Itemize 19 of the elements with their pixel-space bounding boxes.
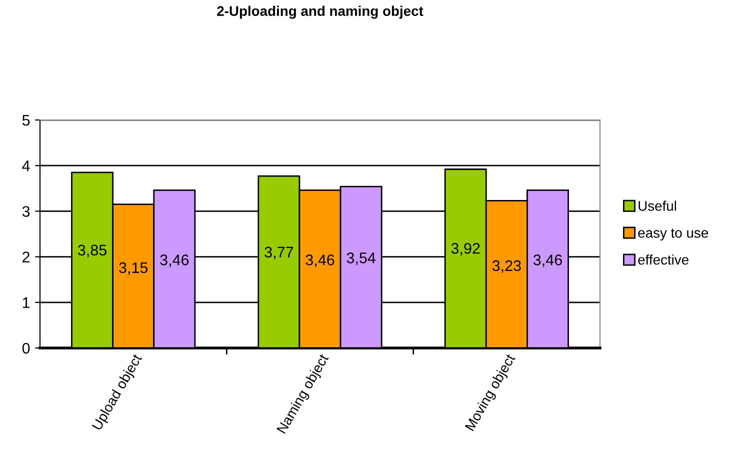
data-label: 3,77 <box>264 246 294 260</box>
legend-label: easy to use <box>638 228 708 241</box>
data-label: 3,46 <box>533 254 562 268</box>
data-label: 3,92 <box>451 242 480 256</box>
data-label: 3,23 <box>492 260 521 273</box>
data-label: 3,54 <box>346 252 376 266</box>
y-tick-label: 3 <box>22 206 30 217</box>
legend-label: effective <box>638 254 688 265</box>
y-tick-label: 4 <box>22 160 30 172</box>
data-label: 3,15 <box>119 262 148 275</box>
y-tick-label: 0 <box>22 342 30 354</box>
data-label: 3,46 <box>160 254 189 268</box>
data-label: 3,46 <box>306 254 334 268</box>
legend-label: Useful <box>638 200 676 211</box>
y-tick-label: 2 <box>22 252 30 262</box>
chart-title: 2-Uploading and naming object <box>217 6 424 19</box>
y-tick-label: 5 <box>22 115 30 126</box>
data-label: 3,85 <box>78 244 106 258</box>
y-tick-label: 1 <box>22 297 30 308</box>
